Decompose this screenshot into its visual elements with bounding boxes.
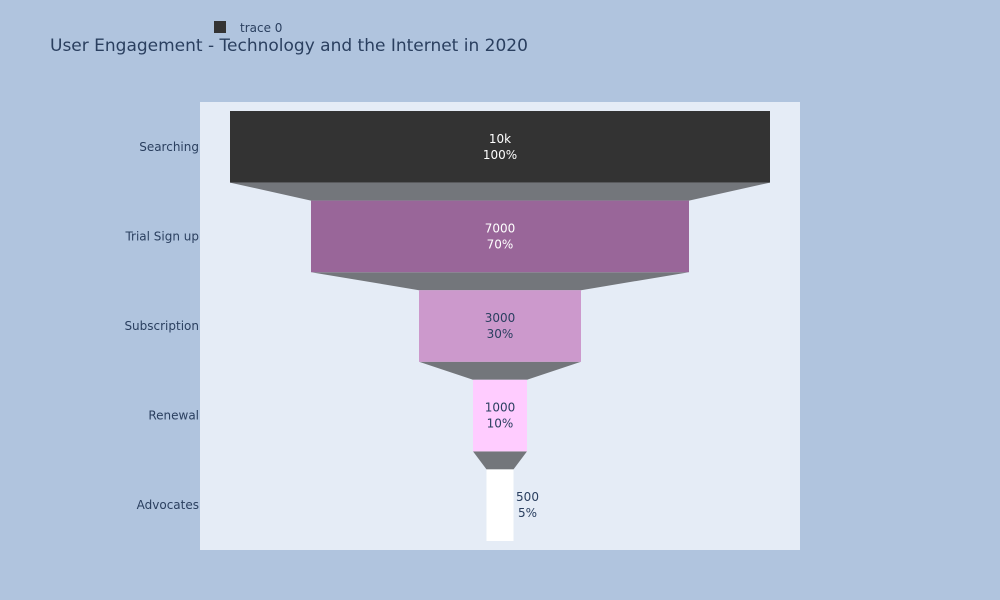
value-label: 1000 [485,401,516,415]
percent-label: 100% [483,148,517,162]
category-label: Subscription [124,319,199,333]
chart-title: User Engagement - Technology and the Int… [50,36,528,56]
funnel-bar-searching[interactable] [230,111,770,183]
data-labels: 10k 100% 7000 70% 3000 30% 1000 10% 500 5% [483,132,539,520]
value-label: 10k [489,132,511,146]
percent-label: 70% [487,237,514,251]
funnel-connector [419,361,581,380]
category-label: Advocates [137,498,199,512]
percent-label: 30% [487,327,514,341]
category-labels: Searching Trial Sign up Subscription Renewa… [124,140,199,512]
funnel-connector [311,272,689,291]
value-label: 500 [516,490,539,504]
legend-swatch[interactable] [214,21,226,33]
funnel-connector [230,182,770,201]
funnel-bar-renewal[interactable] [473,379,527,452]
category-label: Searching [139,140,199,154]
category-label: Trial Sign up [124,229,199,243]
funnel-bar-advocates[interactable] [486,469,514,541]
value-label: 7000 [485,221,516,235]
percent-label: 10% [487,417,514,431]
funnel-connectors [230,182,770,470]
legend-entry-label[interactable]: trace 0 [240,21,282,35]
funnel-bars [230,111,770,541]
funnel-bar-trial-sign-up[interactable] [311,200,689,273]
funnel-bar-subscription[interactable] [419,290,581,362]
value-label: 3000 [485,311,516,325]
percent-label: 5% [518,506,537,520]
category-label: Renewal [148,409,199,423]
funnel-connector [473,451,527,470]
legend[interactable]: trace 0 [214,21,282,35]
